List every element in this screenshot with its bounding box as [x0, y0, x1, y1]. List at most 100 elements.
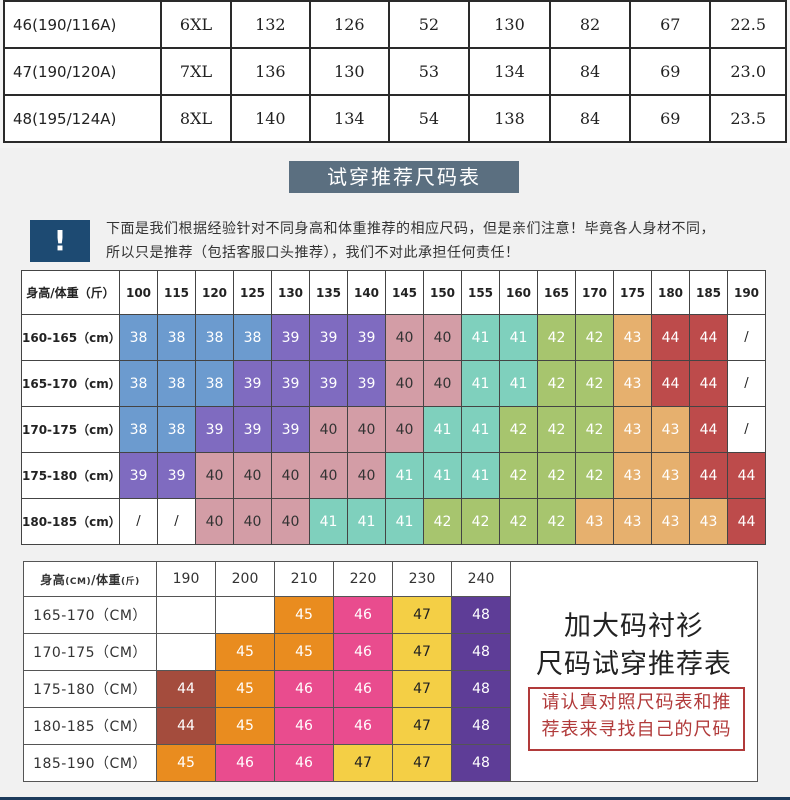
weight-header: 220: [333, 561, 393, 597]
weight-header: 210: [274, 561, 334, 597]
promo-note-line-1: 请认真对照尺码表和推: [541, 692, 732, 713]
size-cell: 39: [271, 406, 310, 453]
size-cell: 47: [392, 707, 452, 745]
size-cell: 41: [461, 360, 500, 407]
size-cell: 43: [651, 498, 690, 545]
size-cell: 47: [333, 744, 393, 782]
size-cell: 44: [651, 360, 690, 407]
size-cell: 44: [156, 707, 216, 745]
section-title: 试穿推荐尺码表: [289, 161, 519, 193]
size-cell: 41: [461, 452, 500, 499]
weight-header: 160: [499, 270, 538, 315]
size-cell: 43: [575, 498, 614, 545]
size-cell: 44: [727, 498, 766, 545]
height-range-label: 180-185（CM）: [23, 707, 157, 745]
size-cell: 48: [451, 707, 511, 745]
size-cell: [156, 633, 216, 671]
spec-size-label: 46(190/116A): [2, 0, 163, 49]
size-cell: /: [727, 360, 766, 407]
exclamation-icon: !: [30, 220, 90, 262]
size-cell: 43: [651, 452, 690, 499]
size-cell: 47: [392, 596, 452, 634]
weight-header: 240: [451, 561, 511, 597]
size-cell: 46: [274, 744, 334, 782]
size-cell: 46: [215, 744, 275, 782]
weight-header: 120: [195, 270, 234, 315]
grid1-row: 160-165（cm） 38 38 38 38 39 39 39 40 40 41 41 42 42 43 4…: [21, 314, 766, 361]
size-cell: 39: [119, 452, 158, 499]
size-cell: /: [157, 498, 196, 545]
spec-size-label: 48(195/124A): [2, 94, 163, 143]
spec-cell: 22.5: [709, 0, 787, 49]
spec-cell: 69: [629, 47, 712, 96]
height-range-label: 175-180（CM）: [23, 670, 157, 708]
height-range-label: 185-190（CM）: [23, 744, 157, 782]
size-cell: 40: [271, 498, 310, 545]
grid2-row: 180-185（CM） 44 45 46 46 47 48: [23, 707, 758, 745]
size-cell: 47: [392, 670, 452, 708]
spec-row: 47(190/120A) 7XL 136 130 53 134 84 69 23.0: [2, 47, 787, 96]
height-range-label: 160-165（cm）: [21, 314, 121, 361]
weight-header: 130: [271, 270, 310, 315]
size-cell: 43: [613, 360, 652, 407]
height-range-label: 165-170（cm）: [21, 360, 121, 407]
size-cell: 45: [274, 633, 334, 671]
size-cell: 40: [309, 406, 348, 453]
weight-header: 185: [689, 270, 728, 315]
size-cell: 39: [271, 314, 310, 361]
size-cell: 44: [689, 360, 728, 407]
size-cell: 39: [271, 360, 310, 407]
spec-cell: 52: [387, 0, 471, 49]
size-cell: 38: [119, 406, 158, 453]
grid2-row: 185-190（CM） 45 46 46 47 47 48: [23, 744, 758, 782]
plus-size-promo: 加大码衬衫 尺码试穿推荐表 请认真对照尺码表和推 荐表来寻找自己的尺码: [510, 561, 758, 782]
spec-cell: 67: [629, 0, 712, 49]
size-cell: 38: [195, 314, 234, 361]
size-cell: 42: [499, 452, 538, 499]
spec-cell: 130: [468, 0, 551, 49]
grid1-row: 180-185（cm） //40 40 40 41 41 41 42 42 42 42 43 43 43 4…: [21, 498, 766, 545]
corner-part: 身高: [40, 572, 66, 587]
size-cell: 42: [461, 498, 500, 545]
spec-cell: 138: [468, 94, 551, 143]
size-cell: /: [727, 406, 766, 453]
notice-text: 下面是我们根据经验针对不同身高和体重推荐的相应尺码，但是亲们注意！毕竟各人身材不…: [106, 217, 776, 265]
size-cell: 43: [689, 498, 728, 545]
height-range-label: 170-175（cm）: [21, 406, 121, 453]
spec-cell: 23.5: [709, 94, 787, 143]
size-cell: 41: [309, 498, 348, 545]
grid1-row: 165-170（cm） 38 38 38 39 39 39 39 40 40 41 41 42 42 43 4…: [21, 360, 766, 407]
corner-part: /体重: [91, 572, 121, 587]
spec-cell: 84: [548, 94, 632, 143]
size-cell: /: [727, 314, 766, 361]
weight-header: 100: [119, 270, 158, 315]
size-cell: 45: [215, 633, 275, 671]
size-cell: [215, 596, 275, 634]
notice-line-1: 下面是我们根据经验针对不同身高和体重推荐的相应尺码，但是亲们注意！毕竟各人身材不…: [106, 221, 715, 237]
spec-cell: 23.0: [709, 47, 787, 96]
size-cell: 40: [195, 498, 234, 545]
weight-header: 190: [156, 561, 216, 597]
size-cell: 40: [423, 314, 462, 361]
grid2-row: 170-175（CM） 45 45 46 47 48: [23, 633, 758, 671]
size-cell: 41: [385, 452, 424, 499]
grid1-header-row: 身高/体重（斤） 100 115 120 125 130 135 140 145 150 155 16…: [21, 270, 766, 315]
size-cell: 46: [274, 707, 334, 745]
size-cell: 41: [385, 498, 424, 545]
spec-cell: 54: [387, 94, 471, 143]
size-cell: 38: [195, 360, 234, 407]
size-cell: 42: [575, 452, 614, 499]
size-cell: 45: [274, 596, 334, 634]
size-cell: 41: [499, 360, 538, 407]
grid2-header-row: 身高(CM)/体重(斤) 190 200 210 220 230 240 加大码衬衫 尺码试穿推…: [23, 561, 758, 782]
size-cell: 46: [333, 670, 393, 708]
spec-cell: 134: [308, 94, 390, 143]
spec-cell: 53: [387, 47, 471, 96]
weight-header: 115: [157, 270, 196, 315]
size-cell: 43: [613, 406, 652, 453]
size-cell: 40: [347, 406, 386, 453]
size-cell: 46: [333, 707, 393, 745]
size-cell: 41: [347, 498, 386, 545]
spec-cell: 7XL: [160, 47, 232, 96]
size-spec-table: 46(190/116A) 6XL 132 126 52 130 82 67 22.5 47(190…: [2, 0, 787, 143]
